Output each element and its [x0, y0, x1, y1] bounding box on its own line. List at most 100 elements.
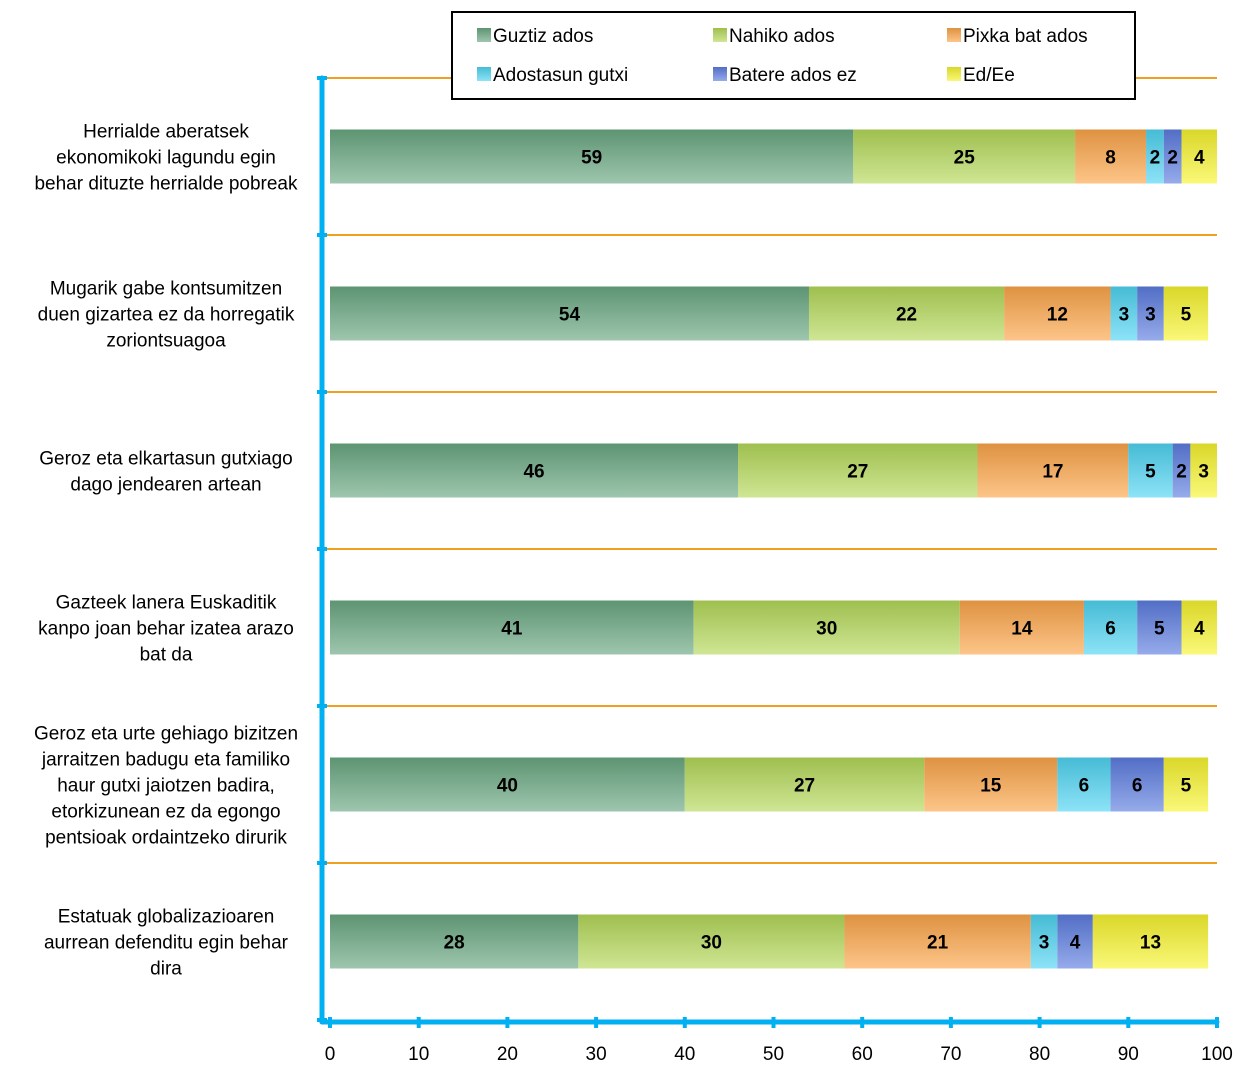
- data-label: 5: [1154, 619, 1165, 640]
- bar-segment: [1075, 129, 1147, 184]
- bar-segment: [853, 129, 1076, 184]
- data-label: 25: [954, 148, 976, 169]
- bar-segment: [330, 757, 685, 812]
- data-label: 3: [1198, 462, 1209, 483]
- legend-swatch: [947, 67, 961, 81]
- data-label: 46: [523, 462, 544, 483]
- legend-swatch: [947, 28, 961, 42]
- bar-segment: [330, 129, 854, 184]
- bar-segment: [1181, 600, 1217, 655]
- data-label: 41: [501, 619, 523, 640]
- data-label: 2: [1176, 462, 1187, 483]
- x-tick-label: 50: [763, 1044, 784, 1065]
- data-label: 5: [1145, 462, 1156, 483]
- data-label: 13: [1140, 933, 1161, 954]
- bar-segment: [330, 914, 579, 969]
- bar-segment: [1083, 600, 1138, 655]
- data-label: 6: [1079, 776, 1090, 797]
- bar-segment: [693, 600, 960, 655]
- bar-segment: [1190, 443, 1217, 498]
- data-label: 4: [1194, 619, 1205, 640]
- category-label: Gazteek lanera Euskaditik kanpo joan beha…: [38, 593, 294, 666]
- bars: 59 25 8 2 2 454 22 12 3 3 546 27 17 5 2 341 30 14 6 5 440 27 1…: [330, 129, 1217, 969]
- bar-segment: [977, 443, 1129, 498]
- bar-segment: [1110, 757, 1164, 812]
- bar-segment: [330, 286, 809, 341]
- legend: Guztiz ados Nahiko ados Pixka bat ados Ados…: [451, 11, 1136, 100]
- legend-label: Batere ados ez: [729, 65, 857, 86]
- category-label: Geroz eta urte gehiago bizitzen jarraitze…: [34, 724, 298, 849]
- bar-segment: [1163, 129, 1182, 184]
- legend-swatch: [713, 67, 727, 81]
- x-tick-label: 40: [674, 1044, 695, 1065]
- bar-segment: [1057, 914, 1093, 969]
- x-tick-label: 30: [586, 1044, 607, 1065]
- bar-segment: [1181, 129, 1217, 184]
- bar-segment: [330, 443, 739, 498]
- bar-segment: [844, 914, 1031, 969]
- bar-segment: [578, 914, 845, 969]
- bar-segment: [959, 600, 1084, 655]
- bar-segment: [1163, 757, 1209, 812]
- data-label: 54: [559, 305, 581, 326]
- category-label: Estatuak globalizazioaren aurrean defendi…: [44, 907, 289, 980]
- data-label: 14: [1011, 619, 1033, 640]
- x-tick-label: 80: [1029, 1044, 1050, 1065]
- data-label: 3: [1119, 305, 1130, 326]
- data-label: 15: [980, 776, 1002, 797]
- x-tick-label: 0: [325, 1044, 336, 1065]
- data-label: 21: [927, 933, 949, 954]
- legend-swatch: [713, 28, 727, 42]
- bar-segment: [1110, 286, 1138, 341]
- data-label: 59: [581, 148, 602, 169]
- data-label: 2: [1150, 148, 1161, 169]
- bar-segment: [1057, 757, 1111, 812]
- data-label: 17: [1042, 462, 1063, 483]
- x-tick-label: 100: [1201, 1044, 1233, 1065]
- data-label: 5: [1181, 776, 1192, 797]
- bar-segment: [1030, 914, 1058, 969]
- bar-segment: [738, 443, 978, 498]
- x-tick-label: 60: [852, 1044, 873, 1065]
- bar-segment: [1172, 443, 1191, 498]
- data-label: 2: [1167, 148, 1178, 169]
- bar-segment: [1092, 914, 1209, 969]
- legend-box: [451, 11, 1136, 100]
- data-label: 6: [1132, 776, 1143, 797]
- bar-segment: [924, 757, 1058, 812]
- bar-segment: [1137, 286, 1164, 341]
- category-label: Geroz eta elkartasun gutxiago dago jendea…: [39, 449, 293, 496]
- data-label: 27: [847, 462, 868, 483]
- category-label: Herrialde aberatsek ekonomikoki lagundu e…: [34, 122, 298, 195]
- data-label: 12: [1047, 305, 1068, 326]
- x-tick-label: 90: [1118, 1044, 1139, 1065]
- data-label: 4: [1194, 148, 1205, 169]
- x-tick-label: 10: [408, 1044, 429, 1065]
- x-tick-label: 70: [940, 1044, 961, 1065]
- bar-segment: [1163, 286, 1209, 341]
- data-label: 3: [1145, 305, 1156, 326]
- bar-segment: [330, 600, 694, 655]
- bar-segment: [808, 286, 1005, 341]
- x-tick-label: 20: [497, 1044, 518, 1065]
- legend-label: Pixka bat ados: [963, 26, 1088, 47]
- bar-segment: [1128, 443, 1173, 498]
- data-label: 8: [1105, 148, 1116, 169]
- axes: Herrialde aberatsek ekonomikoki lagundu e…: [34, 75, 1233, 1065]
- data-label: 27: [794, 776, 815, 797]
- data-label: 28: [444, 933, 465, 954]
- bar-segment: [1146, 129, 1164, 184]
- data-label: 40: [497, 776, 518, 797]
- legend-swatch: [477, 67, 491, 81]
- data-label: 3: [1039, 933, 1050, 954]
- bar-segment: [1004, 286, 1111, 341]
- category-label: Mugarik gabe kontsumitzen duen gizartea e…: [38, 279, 295, 352]
- data-label: 22: [896, 305, 917, 326]
- legend-label: Nahiko ados: [729, 26, 835, 47]
- data-label: 6: [1105, 619, 1116, 640]
- data-label: 30: [816, 619, 837, 640]
- bar-segment: [684, 757, 925, 812]
- legend-label: Ed/Ee: [963, 65, 1015, 86]
